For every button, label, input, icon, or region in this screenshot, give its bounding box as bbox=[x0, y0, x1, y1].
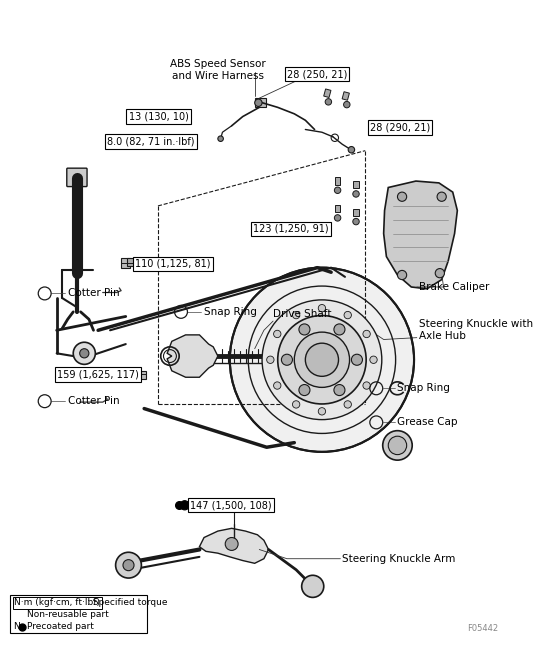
Circle shape bbox=[353, 218, 359, 225]
Polygon shape bbox=[200, 528, 269, 564]
Text: Drive Shaft: Drive Shaft bbox=[273, 309, 331, 319]
Text: Snap Ring: Snap Ring bbox=[204, 307, 257, 317]
Text: Steering Knuckle Arm: Steering Knuckle Arm bbox=[342, 554, 456, 564]
Text: Brake Caliper: Brake Caliper bbox=[418, 282, 489, 292]
Polygon shape bbox=[383, 181, 457, 289]
Text: 110 (1,125, 81): 110 (1,125, 81) bbox=[135, 259, 211, 269]
Circle shape bbox=[344, 311, 351, 319]
Text: 13 (130, 10): 13 (130, 10) bbox=[129, 111, 188, 121]
Bar bbox=[342, 91, 350, 100]
Bar bbox=[335, 177, 340, 185]
Circle shape bbox=[225, 538, 238, 550]
Circle shape bbox=[435, 269, 445, 277]
Text: Grease Cap: Grease Cap bbox=[398, 418, 458, 428]
Bar bbox=[226, 538, 237, 545]
Circle shape bbox=[301, 576, 324, 598]
Text: Cotter Pin: Cotter Pin bbox=[68, 288, 119, 298]
Circle shape bbox=[262, 300, 382, 420]
Circle shape bbox=[334, 215, 341, 221]
Circle shape bbox=[305, 344, 339, 376]
Circle shape bbox=[348, 147, 354, 153]
Circle shape bbox=[363, 382, 370, 390]
FancyBboxPatch shape bbox=[67, 168, 87, 187]
Text: : Specified torque: : Specified torque bbox=[87, 598, 167, 608]
Circle shape bbox=[299, 324, 310, 335]
Circle shape bbox=[255, 99, 262, 107]
Circle shape bbox=[325, 99, 331, 105]
Circle shape bbox=[370, 356, 377, 364]
Circle shape bbox=[274, 330, 281, 338]
Text: Cotter Pin: Cotter Pin bbox=[68, 396, 119, 406]
Text: Steering Knuckle with
Axle Hub: Steering Knuckle with Axle Hub bbox=[418, 319, 533, 342]
Text: Precoated part: Precoated part bbox=[27, 622, 94, 632]
Circle shape bbox=[230, 267, 414, 452]
Text: Non-reusable part: Non-reusable part bbox=[27, 610, 109, 620]
Bar bbox=[138, 371, 146, 379]
Circle shape bbox=[294, 332, 350, 388]
Polygon shape bbox=[167, 335, 218, 378]
Circle shape bbox=[398, 270, 406, 279]
Text: ABS Speed Sensor
and Wire Harness: ABS Speed Sensor and Wire Harness bbox=[170, 59, 266, 81]
Bar bbox=[353, 181, 359, 188]
Text: N·m (kgf·cm, ft·lbf): N·m (kgf·cm, ft·lbf) bbox=[14, 598, 100, 608]
Circle shape bbox=[383, 431, 412, 460]
Circle shape bbox=[334, 385, 345, 396]
Text: 28 (250, 21): 28 (250, 21) bbox=[287, 69, 347, 79]
Bar bbox=[121, 258, 130, 267]
Circle shape bbox=[123, 560, 134, 571]
FancyBboxPatch shape bbox=[10, 595, 147, 633]
Circle shape bbox=[73, 342, 95, 364]
Text: 28 (290, 21): 28 (290, 21) bbox=[370, 123, 430, 133]
Circle shape bbox=[293, 401, 300, 408]
Circle shape bbox=[267, 356, 274, 364]
Bar bbox=[324, 89, 331, 97]
Bar bbox=[127, 258, 134, 265]
Circle shape bbox=[115, 552, 141, 578]
Circle shape bbox=[180, 501, 189, 510]
Bar bbox=[353, 209, 359, 216]
Circle shape bbox=[274, 382, 281, 390]
Circle shape bbox=[299, 385, 310, 396]
Circle shape bbox=[281, 354, 293, 366]
Circle shape bbox=[398, 192, 406, 201]
Circle shape bbox=[334, 324, 345, 335]
Circle shape bbox=[80, 349, 89, 358]
Circle shape bbox=[318, 304, 325, 312]
Text: 147 (1,500, 108): 147 (1,500, 108) bbox=[190, 500, 272, 510]
Circle shape bbox=[344, 101, 350, 108]
Circle shape bbox=[293, 311, 300, 319]
Circle shape bbox=[344, 401, 351, 408]
Text: Snap Ring: Snap Ring bbox=[398, 384, 450, 394]
Circle shape bbox=[334, 187, 341, 193]
Text: 8.0 (82, 71 in.·lbf): 8.0 (82, 71 in.·lbf) bbox=[107, 137, 195, 147]
Circle shape bbox=[278, 315, 366, 404]
Circle shape bbox=[318, 408, 325, 415]
Text: N: N bbox=[13, 622, 20, 632]
Text: 123 (1,250, 91): 123 (1,250, 91) bbox=[253, 224, 329, 234]
Circle shape bbox=[437, 192, 446, 201]
Bar bbox=[335, 205, 340, 212]
Circle shape bbox=[363, 330, 370, 338]
Text: F05442: F05442 bbox=[467, 624, 498, 634]
Bar bbox=[255, 98, 266, 107]
Circle shape bbox=[388, 436, 406, 455]
Circle shape bbox=[353, 191, 359, 197]
Text: 159 (1,625, 117): 159 (1,625, 117) bbox=[57, 370, 138, 380]
Circle shape bbox=[351, 354, 363, 366]
Circle shape bbox=[218, 136, 223, 141]
